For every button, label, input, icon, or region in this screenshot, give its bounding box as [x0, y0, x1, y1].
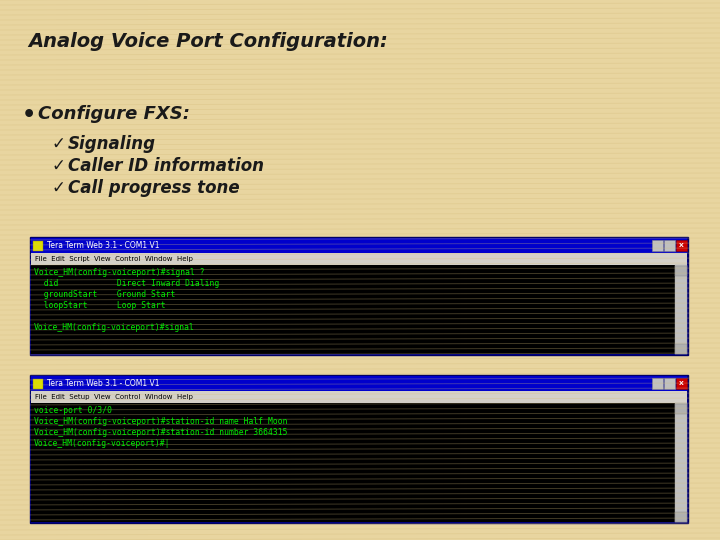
Bar — [676, 240, 687, 251]
Bar — [31, 376, 687, 391]
Text: Voice_HM(config-voiceport)#|: Voice_HM(config-voiceport)#| — [34, 439, 171, 448]
Text: File  Edit  Script  View  Control  Window  Help: File Edit Script View Control Window Hel… — [35, 256, 193, 262]
Text: Voice_HM(config-voiceport)#signal ?: Voice_HM(config-voiceport)#signal ? — [34, 268, 204, 277]
Bar — [675, 512, 687, 522]
Text: File  Edit  Setup  View  Control  Window  Help: File Edit Setup View Control Window Help — [35, 394, 193, 400]
Text: X: X — [679, 381, 684, 386]
Bar — [33, 379, 43, 389]
Bar — [31, 403, 675, 522]
Bar — [30, 237, 688, 355]
Bar — [676, 378, 687, 389]
Text: Voice_HM(config-voiceport)#signal: Voice_HM(config-voiceport)#signal — [34, 323, 195, 332]
Text: •: • — [22, 105, 36, 125]
Bar — [675, 265, 687, 354]
Bar — [31, 238, 687, 253]
Bar — [31, 265, 675, 354]
Text: voice-port 0/3/0: voice-port 0/3/0 — [34, 406, 112, 415]
Bar — [33, 241, 43, 251]
Text: Configure FXS:: Configure FXS: — [38, 105, 190, 123]
Bar — [675, 403, 687, 522]
Text: Caller ID information: Caller ID information — [68, 157, 264, 175]
Text: Call progress tone: Call progress tone — [68, 179, 240, 197]
Text: ✓: ✓ — [52, 135, 66, 153]
Bar — [664, 378, 675, 389]
Text: Analog Voice Port Configuration:: Analog Voice Port Configuration: — [28, 32, 388, 51]
Bar — [652, 378, 663, 389]
Text: Tera Term Web 3.1 - COM1 V1: Tera Term Web 3.1 - COM1 V1 — [47, 240, 160, 249]
Bar — [675, 344, 687, 354]
Text: groundStart    Ground Start: groundStart Ground Start — [34, 290, 176, 299]
Text: X: X — [679, 243, 684, 248]
Text: Tera Term Web 3.1 - COM1 V1: Tera Term Web 3.1 - COM1 V1 — [47, 379, 160, 388]
Text: Voice_HM(config-voiceport)#station-id name Half Moon: Voice_HM(config-voiceport)#station-id na… — [34, 417, 287, 426]
Text: loopStart      Loop Start: loopStart Loop Start — [34, 301, 166, 310]
Text: did            Direct Inward Dialing: did Direct Inward Dialing — [34, 279, 220, 288]
Text: ✓: ✓ — [52, 179, 66, 197]
Text: Voice_HM(config-voiceport)#station-id number 3664315: Voice_HM(config-voiceport)#station-id nu… — [34, 428, 287, 437]
Text: Signaling: Signaling — [68, 135, 156, 153]
Bar — [664, 240, 675, 251]
Bar — [675, 404, 687, 414]
Bar — [652, 240, 663, 251]
Bar — [31, 391, 687, 403]
Text: ✓: ✓ — [52, 157, 66, 175]
Bar — [31, 253, 687, 265]
Bar — [30, 375, 688, 523]
Bar — [675, 266, 687, 276]
